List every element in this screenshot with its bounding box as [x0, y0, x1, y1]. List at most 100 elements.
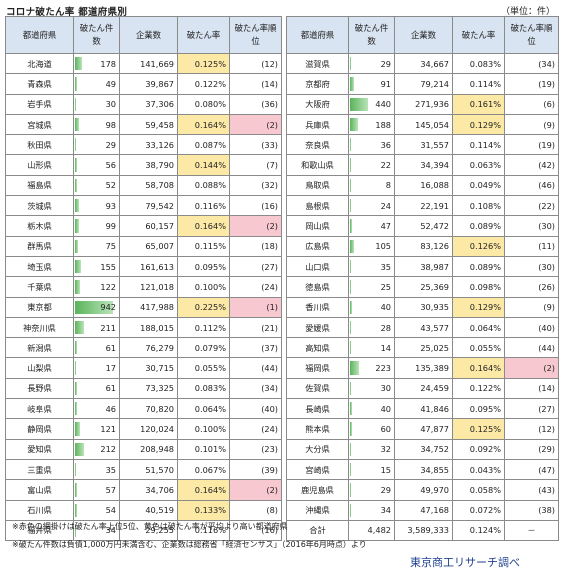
count-cell: 32	[348, 438, 395, 460]
rank-cell: (2)	[229, 113, 282, 136]
count-value: 32	[380, 444, 391, 455]
rate-cell: 0.072%	[452, 499, 505, 521]
firms-cell: 34,752	[394, 438, 453, 460]
count-cell: 52	[73, 174, 120, 197]
count-cell: 17	[73, 357, 120, 379]
table-row: 沖縄県 34 47,168 0.072% (38)	[286, 499, 559, 521]
rank-cell: (33)	[229, 134, 282, 156]
count-cell: 61	[73, 377, 120, 400]
rate-cell: 0.055%	[177, 357, 230, 379]
rank-cell: (30)	[504, 215, 559, 237]
unit-label: （単位：件）	[500, 7, 555, 17]
rate-cell: 0.098%	[452, 276, 505, 298]
right-table: 都道府県 破たん件数 企業数 破たん率 破たん率順位 滋賀県 29 34,667 0.…	[286, 16, 559, 541]
pref-cell: 福島県	[5, 174, 74, 197]
table-row: 宮城県 98 59,458 0.164% (2)	[5, 113, 282, 136]
rate-cell: 0.108%	[452, 195, 505, 217]
count-bar	[75, 422, 80, 436]
rank-cell: (19)	[504, 134, 559, 156]
pref-cell: 岩手県	[5, 93, 74, 115]
count-value: 91	[380, 78, 391, 89]
table-row: 北海道 178 141,669 0.125% (12)	[5, 52, 282, 75]
firms-cell: 271,936	[394, 93, 453, 115]
count-value: 34	[380, 505, 391, 516]
count-value: 34	[105, 525, 116, 536]
rate-cell: 0.100%	[177, 418, 230, 440]
count-value: 75	[105, 241, 116, 252]
count-bar	[350, 280, 351, 294]
firms-cell: 121,018	[119, 276, 178, 298]
rank-cell: (9)	[504, 113, 559, 136]
pref-cell: 群馬県	[5, 235, 74, 257]
pref-cell: 大分県	[286, 438, 349, 460]
rank-cell: (24)	[229, 418, 282, 440]
rank-cell: (26)	[504, 276, 559, 298]
count-cell: 36	[348, 134, 395, 156]
table-row: 和歌山県 22 34,394 0.063% (42)	[286, 154, 559, 176]
count-value: 121	[100, 423, 116, 434]
count-value: 211	[100, 322, 116, 333]
rate-cell: 0.125%	[452, 418, 505, 440]
table-row: 兵庫県 188 145,054 0.129% (9)	[286, 113, 559, 136]
pref-cell: 和歌山県	[286, 154, 349, 176]
pref-cell: 秋田県	[5, 134, 74, 156]
rate-cell: 0.100%	[177, 276, 230, 298]
rank-cell: (44)	[504, 337, 559, 359]
header-pref: 都道府県	[5, 16, 74, 54]
count-bar	[75, 462, 77, 477]
count-value: 15	[380, 464, 391, 475]
rank-cell: (16)	[229, 195, 282, 217]
rate-cell: 0.126%	[452, 235, 505, 257]
count-value: 30	[105, 99, 116, 110]
firms-cell: 161,613	[119, 255, 178, 278]
rank-cell: (37)	[229, 337, 282, 359]
firms-cell: 41,846	[394, 398, 453, 420]
pref-cell: 鹿児島県	[286, 479, 349, 501]
firms-cell: 47,168	[394, 499, 453, 521]
firms-cell: 22,191	[394, 195, 453, 217]
count-value: 93	[105, 200, 116, 211]
table-row: 青森県 49 39,867 0.122% (14)	[5, 73, 282, 95]
count-cell: 188	[348, 113, 395, 136]
table-row: 栃木県 99 60,157 0.164% (2)	[5, 215, 282, 237]
header-rate: 破たん率	[452, 16, 505, 54]
rank-cell: (19)	[504, 73, 559, 95]
table-row: 奈良県 36 31,557 0.114% (19)	[286, 134, 559, 156]
count-cell: 29	[348, 479, 395, 501]
count-bar	[75, 259, 82, 274]
firms-cell: 34,394	[394, 154, 453, 176]
firms-cell: 25,369	[394, 276, 453, 298]
rank-cell: (8)	[229, 499, 282, 521]
rank-cell: (2)	[229, 479, 282, 501]
count-cell: 57	[73, 479, 120, 501]
count-value: 223	[375, 363, 391, 374]
rank-cell: (39)	[229, 458, 282, 481]
count-bar	[75, 341, 78, 355]
firms-cell: 34,855	[394, 458, 453, 481]
count-bar	[75, 442, 84, 456]
rate-cell: 0.063%	[452, 154, 505, 176]
count-cell: 24	[348, 195, 395, 217]
rate-cell: 0.114%	[452, 73, 505, 95]
rate-cell: 0.116%	[177, 519, 230, 542]
pref-cell: 島根県	[286, 195, 349, 217]
rank-cell: (38)	[504, 499, 559, 521]
count-cell: 60	[348, 418, 395, 440]
count-cell: 223	[348, 357, 395, 379]
count-bar	[75, 523, 77, 538]
table-row: 佐賀県 30 24,459 0.122% (14)	[286, 377, 559, 400]
rate-cell: 0.129%	[452, 113, 505, 136]
count-bar	[75, 117, 79, 132]
rate-cell: 0.055%	[452, 337, 505, 359]
count-value: 35	[380, 261, 391, 272]
firms-cell: 37,306	[119, 93, 178, 115]
count-value: 188	[375, 119, 391, 130]
count-value: 35	[105, 464, 116, 475]
count-cell: 122	[73, 276, 120, 298]
pref-cell: 山梨県	[5, 357, 74, 379]
firms-cell: 73,325	[119, 377, 178, 400]
rank-cell: (36)	[229, 93, 282, 115]
firms-cell: 52,472	[394, 215, 453, 237]
pref-cell: 岐阜県	[5, 398, 74, 420]
rate-cell: 0.058%	[452, 479, 505, 501]
